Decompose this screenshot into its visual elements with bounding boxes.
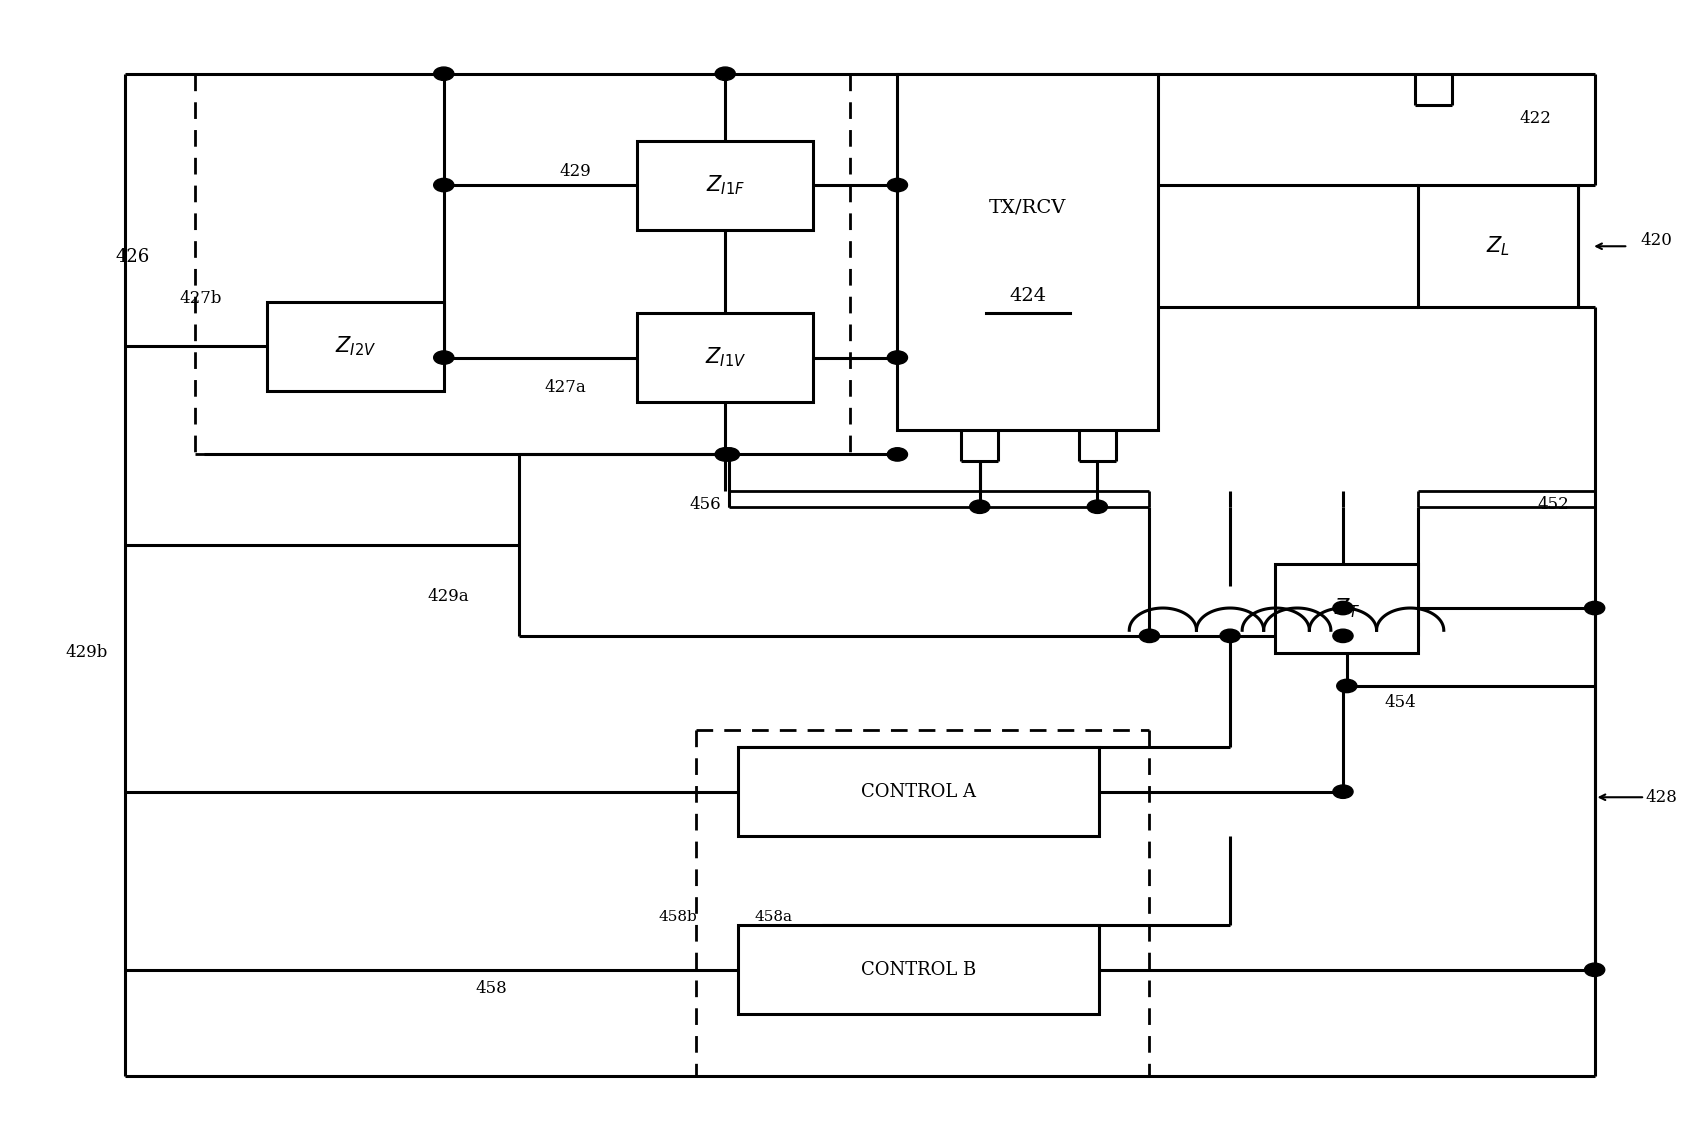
Circle shape bbox=[1584, 602, 1604, 614]
Text: 424: 424 bbox=[1010, 287, 1047, 305]
Text: 429: 429 bbox=[561, 163, 591, 180]
Bar bbox=[268, 302, 444, 391]
Bar bbox=[1418, 185, 1577, 308]
Text: 429b: 429b bbox=[66, 644, 108, 662]
Circle shape bbox=[969, 500, 989, 514]
Bar bbox=[739, 925, 1099, 1014]
Text: 456: 456 bbox=[689, 496, 722, 513]
Circle shape bbox=[888, 447, 908, 461]
Text: $Z_{I2V}$: $Z_{I2V}$ bbox=[335, 335, 376, 358]
Circle shape bbox=[888, 178, 908, 192]
Text: TX/RCV: TX/RCV bbox=[989, 198, 1066, 216]
Circle shape bbox=[1333, 629, 1354, 642]
Bar bbox=[637, 141, 813, 230]
Bar bbox=[1276, 564, 1418, 653]
Text: $Z_T$: $Z_T$ bbox=[1333, 596, 1360, 620]
Text: $Z_{I1V}$: $Z_{I1V}$ bbox=[705, 346, 745, 370]
Text: 427b: 427b bbox=[180, 290, 222, 307]
Circle shape bbox=[434, 178, 454, 192]
Circle shape bbox=[1584, 964, 1604, 976]
Circle shape bbox=[888, 350, 908, 364]
Text: 427a: 427a bbox=[545, 379, 586, 396]
Bar bbox=[637, 313, 813, 402]
Circle shape bbox=[1333, 602, 1354, 614]
Text: $Z_{I1F}$: $Z_{I1F}$ bbox=[706, 174, 745, 197]
Circle shape bbox=[1337, 680, 1357, 693]
Text: 422: 422 bbox=[1520, 109, 1552, 126]
Circle shape bbox=[434, 350, 454, 364]
Text: 428: 428 bbox=[1645, 789, 1677, 806]
Text: 458b: 458b bbox=[659, 911, 698, 924]
Text: CONTROL A: CONTROL A bbox=[861, 782, 976, 800]
Text: $Z_L$: $Z_L$ bbox=[1486, 234, 1509, 258]
Bar bbox=[739, 747, 1099, 836]
Circle shape bbox=[1140, 629, 1159, 642]
Text: 452: 452 bbox=[1538, 496, 1569, 513]
Text: 458: 458 bbox=[476, 980, 508, 997]
Circle shape bbox=[1088, 500, 1108, 514]
Text: 426: 426 bbox=[115, 248, 149, 266]
Circle shape bbox=[715, 447, 735, 461]
Text: CONTROL B: CONTROL B bbox=[861, 961, 976, 978]
Circle shape bbox=[1220, 629, 1240, 642]
Text: 420: 420 bbox=[1640, 232, 1672, 249]
Circle shape bbox=[720, 447, 740, 461]
Text: 458a: 458a bbox=[754, 911, 793, 924]
Text: 429a: 429a bbox=[427, 588, 469, 605]
Circle shape bbox=[1333, 786, 1354, 798]
Text: 454: 454 bbox=[1384, 694, 1416, 711]
Bar bbox=[898, 73, 1157, 429]
Circle shape bbox=[715, 66, 735, 80]
Circle shape bbox=[434, 66, 454, 80]
